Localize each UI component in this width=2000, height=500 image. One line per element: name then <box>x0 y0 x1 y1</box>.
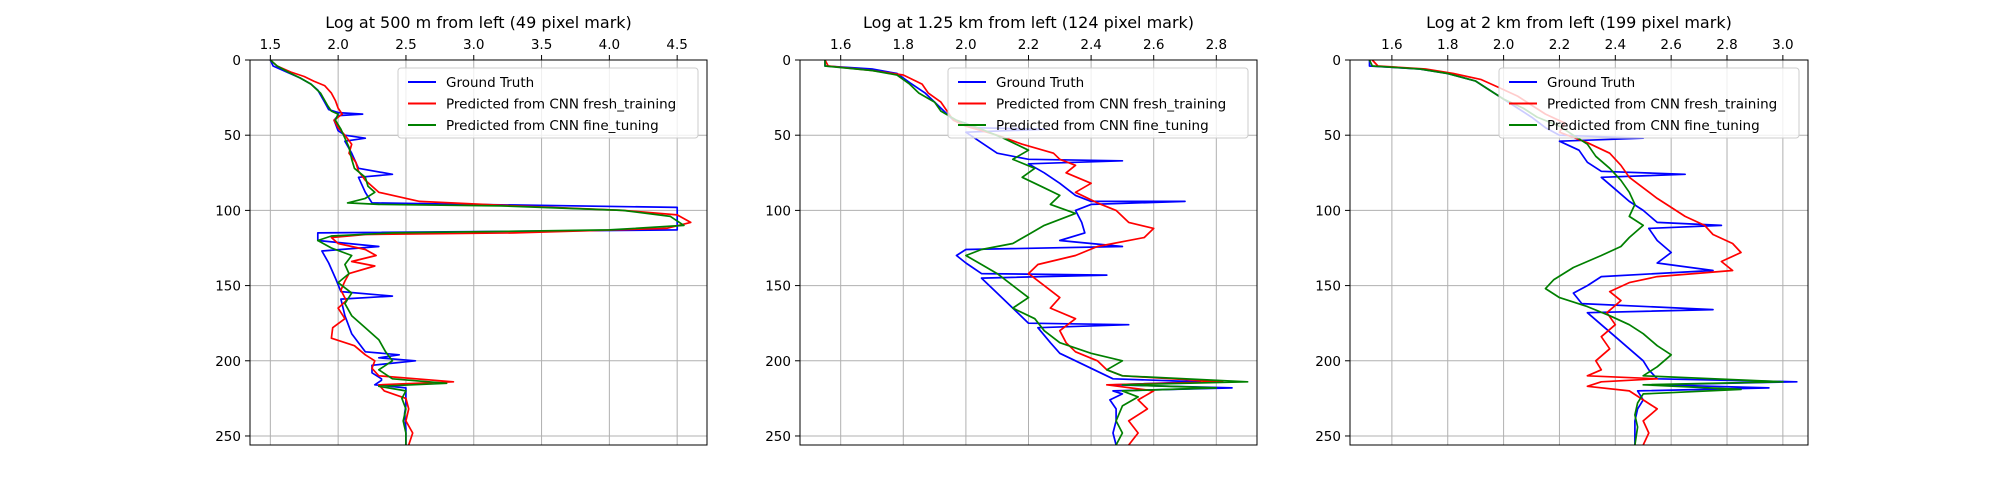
chart-1-y-tick-label-4: 200 <box>215 354 241 370</box>
chart-3-title: Log at 2 km from left (199 pixel mark) <box>1426 13 1732 32</box>
chart-2-x-tick-label-1: 1.8 <box>893 37 914 53</box>
chart-2-y-tick-label-4: 200 <box>765 354 791 370</box>
chart-1-title: Log at 500 m from left (49 pixel mark) <box>325 13 632 32</box>
chart-3-frame <box>1349 59 1809 446</box>
chart-1-x-tick-label-0: 1.5 <box>260 37 281 53</box>
chart-3-y-tick-label-3: 150 <box>1315 279 1341 295</box>
chart-1-x-tick-label-3: 3.0 <box>463 37 484 53</box>
chart-1-legend-label-3: Predicted from CNN fine_tuning <box>446 118 659 134</box>
chart-1-series-3-line <box>269 60 685 445</box>
chart-3-x-tick-label-2: 2.0 <box>1493 37 1514 53</box>
chart-2-y-tick-label-1: 50 <box>774 128 791 144</box>
chart-3-y-tick-label-4: 200 <box>1315 354 1341 370</box>
chart-3-legend-box <box>1498 67 1800 139</box>
chart-2-x-tick-label-6: 2.8 <box>1206 37 1227 53</box>
chart-2-x-tick-label-2: 2.0 <box>955 37 976 53</box>
chart-3-legend: Ground Truth Predicted from CNN fresh_tra… <box>1498 67 1800 139</box>
chart-3-x-tick-label-7: 3.0 <box>1772 37 1793 53</box>
chart-3-x-tick-label-6: 2.8 <box>1716 37 1737 53</box>
chart-1-y-tick-label-0: 0 <box>232 53 241 69</box>
chart-2-x-tick-label-3: 2.2 <box>1018 37 1039 53</box>
chart-2-y-tick-label-0: 0 <box>782 53 791 69</box>
chart-2-x-tick-label-0: 1.6 <box>830 37 851 53</box>
chart-1-x-tick-label-5: 4.0 <box>599 37 620 53</box>
chart-3-y-tick-label-0: 0 <box>1332 53 1341 69</box>
chart-1-x-tick-label-2: 2.5 <box>395 37 416 53</box>
chart-1-x-tick-label-1: 2.0 <box>327 37 348 53</box>
chart-3-legend-label-2: Predicted from CNN fresh_training <box>1547 97 1777 113</box>
chart-2-y-tick-label-3: 150 <box>765 279 791 295</box>
chart-1-y-tick-label-2: 100 <box>215 203 241 219</box>
chart-2-legend-label-3: Predicted from CNN fine_tuning <box>996 118 1209 134</box>
chart-1-y-tick-label-5: 250 <box>215 429 241 445</box>
chart-3-y-tick-label-1: 50 <box>1324 128 1341 144</box>
subplot-3: 1.6 1.8 2.0 2.2 2.4 2.6 2.8 3.0 0 50 100 150 200 250 L… <box>1315 13 1809 446</box>
chart-2-x-tick-label-5: 2.6 <box>1143 37 1164 53</box>
chart-2-x-tick-label-4: 2.4 <box>1080 37 1101 53</box>
chart-1-legend-label-1: Ground Truth <box>446 75 534 91</box>
chart-2-legend-label-2: Predicted from CNN fresh_training <box>996 97 1226 113</box>
chart-2-title: Log at 1.25 km from left (124 pixel mark… <box>863 13 1194 32</box>
chart-2-legend: Ground Truth Predicted from CNN fresh_tra… <box>947 67 1249 139</box>
chart-1-y-tick-label-3: 150 <box>215 279 241 295</box>
chart-1-legend-box <box>397 67 699 139</box>
chart-1-legend-label-2: Predicted from CNN fresh_training <box>446 97 676 113</box>
chart-3-x-tick-label-3: 2.2 <box>1549 37 1570 53</box>
chart-1-y-tick-label-1: 50 <box>224 128 241 144</box>
chart-3-y-tick-label-2: 100 <box>1315 203 1341 219</box>
subplot-2: 1.6 1.8 2.0 2.2 2.4 2.6 2.8 0 50 100 150 200 250 Log … <box>765 13 1258 446</box>
chart-3-y-tick-label-5: 250 <box>1315 429 1341 445</box>
chart-2-legend-label-1: Ground Truth <box>996 75 1084 91</box>
chart-1-frame <box>249 59 708 446</box>
chart-2-y-tick-label-2: 100 <box>765 203 791 219</box>
chart-3-x-tick-label-0: 1.6 <box>1381 37 1402 53</box>
chart-2-series-3-line <box>824 60 1249 445</box>
chart-3-x-tick-label-4: 2.4 <box>1605 37 1626 53</box>
chart-1-x-tick-label-4: 3.5 <box>531 37 552 53</box>
chart-3-x-tick-label-1: 1.8 <box>1437 37 1458 53</box>
chart-3-legend-label-1: Ground Truth <box>1547 75 1635 91</box>
chart-1-x-tick-label-6: 4.5 <box>666 37 687 53</box>
chart-2-y-tick-label-5: 250 <box>765 429 791 445</box>
chart-1-legend: Ground Truth Predicted from CNN fresh_tra… <box>397 67 699 139</box>
subplot-1: 1.5 2.0 2.5 3.0 3.5 4.0 4.5 0 50 100 150 200 250 Log … <box>215 13 708 446</box>
chart-2-legend-box <box>947 67 1249 139</box>
chart-3-x-tick-label-5: 2.6 <box>1660 37 1681 53</box>
chart-3-legend-label-3: Predicted from CNN fine_tuning <box>1547 118 1760 134</box>
chart-1-series-2-line <box>269 60 692 445</box>
